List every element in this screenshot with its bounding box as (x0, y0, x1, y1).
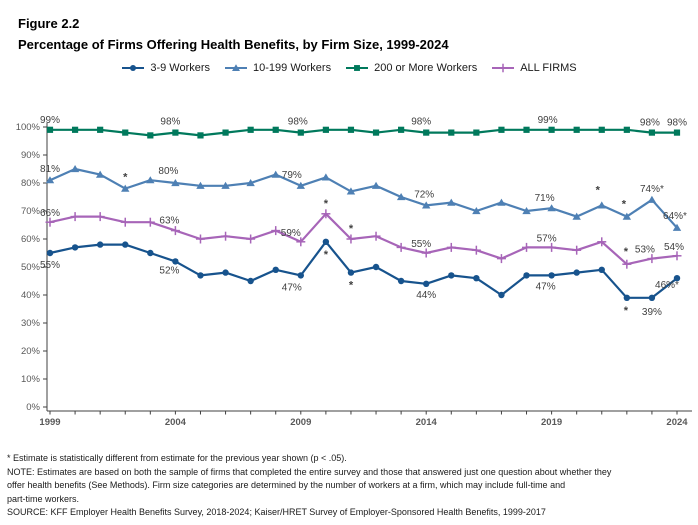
point-label: 53% (635, 245, 655, 256)
footnote-source: SOURCE: KFF Employer Health Benefits Sur… (7, 507, 546, 518)
y-tick-label: 100% (16, 122, 41, 133)
y-tick-label: 60% (21, 234, 41, 245)
series-200-or-more-workers (46, 126, 681, 139)
legend-item-3-9-workers: 3-9 Workers (121, 62, 210, 74)
x-tick-label: 2004 (165, 417, 187, 428)
point-label: 63% (159, 216, 179, 227)
x-tick-label: 2014 (416, 417, 438, 428)
point-label: 80% (158, 166, 178, 177)
footnote-note-line1: NOTE: Estimates are based on both the sa… (7, 466, 612, 477)
y-tick-label: 20% (21, 346, 41, 357)
point-label: 55% (40, 260, 60, 271)
plus-marker-icon (492, 63, 515, 73)
point-label: 47% (536, 281, 556, 292)
point-label: 66% (40, 208, 60, 219)
point-label: 99% (40, 115, 60, 126)
point-label: 99% (538, 115, 558, 126)
legend-item-10-199-workers: 10-199 Workers (224, 62, 331, 74)
point-label: 98% (411, 117, 431, 128)
legend-label: 10-199 Workers (253, 62, 332, 74)
point-label: 71% (535, 193, 555, 204)
significance-asterisk: * (349, 280, 354, 292)
significance-asterisk: * (622, 199, 627, 211)
point-label: 57% (537, 233, 557, 244)
y-tick-label: 50% (21, 262, 41, 273)
point-label: 47% (282, 282, 302, 293)
significance-asterisk: * (349, 223, 354, 235)
point-label: 55% (411, 239, 431, 250)
footnote-note-line3: part-time workers. (7, 493, 80, 504)
point-label: 79% (282, 170, 302, 181)
point-label: 98% (667, 118, 687, 129)
chart-canvas: 0% 10% 20% 30% 40% 50% 60% 70% 80% 90% 100% 1999 200… (16, 115, 692, 428)
significance-asterisk: * (324, 249, 329, 261)
point-label: 74%* (640, 184, 664, 195)
y-tick-label: 10% (21, 374, 41, 385)
point-label: 52% (159, 265, 179, 276)
significance-asterisk: * (624, 305, 629, 317)
y-tick-label: 30% (21, 318, 41, 329)
point-label: 98% (640, 118, 660, 129)
x-tick-label: 2009 (290, 417, 311, 428)
legend-label: 200 or More Workers (374, 62, 478, 74)
legend-item-all-firms: ALL FIRMS (491, 62, 577, 74)
circle-marker-icon (122, 64, 145, 72)
point-label: 59% (281, 228, 301, 239)
point-labels: 99% 98% 98% 98% 99% 98% 98% 81% 80% 79% 72% 71% 74%*… (40, 115, 687, 318)
chart-area: 0% 10% 20% 30% 40% 50% 60% 70% 80% 90% 100% 1999 200… (16, 115, 692, 428)
y-tick-label: 90% (21, 150, 41, 161)
point-label: 72% (414, 189, 434, 200)
triangle-marker-icon (225, 64, 248, 71)
point-label: 81% (40, 164, 60, 175)
x-tick-label: 1999 (39, 417, 60, 428)
point-label: 54% (664, 242, 684, 253)
series-10-199-workers (45, 165, 682, 231)
y-tick-label: 40% (21, 290, 41, 301)
x-tick-label: 2024 (666, 417, 688, 428)
figure-number: Figure 2.2 (18, 16, 80, 31)
point-label: 98% (288, 117, 308, 128)
significance-asterisk: * (123, 172, 128, 184)
legend-label: ALL FIRMS (520, 62, 577, 74)
y-tick-label: 0% (26, 402, 40, 413)
axes: 0% 10% 20% 30% 40% 50% 60% 70% 80% 90% 100% 1999 200… (16, 122, 692, 428)
significance-asterisk: * (324, 198, 329, 210)
chart-legend: 3-9 Workers 10-199 Workers 200 or More Wor… (0, 62, 698, 74)
point-label: 44% (416, 290, 436, 301)
series-3-9-workers (46, 238, 681, 301)
x-tick-label: 2019 (541, 417, 562, 428)
y-tick-label: 80% (21, 178, 41, 189)
significance-asterisk: * (596, 184, 601, 196)
chart-title: Percentage of Firms Offering Health Bene… (18, 37, 449, 52)
point-label: 39% (642, 307, 662, 318)
legend-item-200-or-more-workers: 200 or More Workers (345, 62, 477, 74)
footnote-note-line2: offer health benefits (See Methods). Fir… (7, 480, 566, 491)
square-marker-icon (346, 65, 369, 71)
significance-asterisk: * (624, 246, 629, 258)
legend-label: 3-9 Workers (150, 62, 211, 74)
footnotes: * Estimate is statistically different fr… (7, 452, 693, 520)
point-label: 64%* (663, 211, 687, 222)
footnote-significance: * Estimate is statistically different fr… (7, 453, 347, 463)
series-all-firms (45, 209, 682, 269)
y-tick-label: 70% (21, 206, 41, 217)
point-label: 46%* (655, 280, 679, 291)
point-label: 98% (160, 117, 180, 128)
